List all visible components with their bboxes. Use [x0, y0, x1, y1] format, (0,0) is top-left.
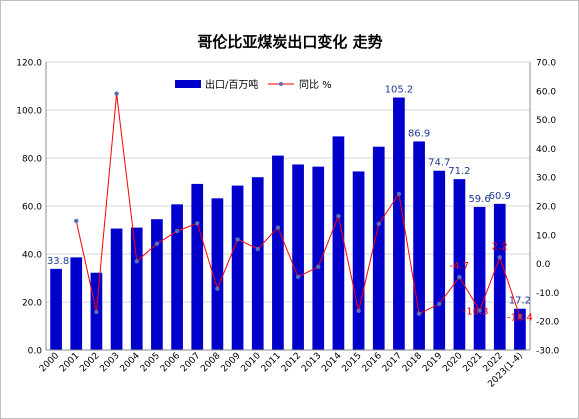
bar [473, 206, 486, 350]
y-right-tick-label: 50.0 [536, 116, 556, 126]
data-label: 2.2 [492, 241, 508, 252]
bar [211, 198, 224, 350]
bar [332, 136, 345, 350]
bar [372, 146, 385, 350]
data-label: 86.9 [408, 128, 430, 139]
line-point [275, 225, 281, 230]
line-point [74, 218, 79, 224]
bar [272, 155, 284, 350]
data-label: 17.2 [509, 296, 531, 307]
line-point [255, 246, 260, 252]
y-right-tick-label: 70.0 [536, 59, 556, 69]
data-label: 33.8 [47, 256, 69, 267]
y-right-tick-label: 0.0 [536, 260, 551, 270]
bar [433, 170, 446, 350]
bar [352, 171, 365, 350]
data-label: -4.7 [450, 261, 470, 272]
bar [130, 227, 143, 350]
line-point [416, 311, 422, 316]
bar-series [50, 97, 526, 351]
y-right-tick-label: 60.0 [536, 87, 556, 97]
bar [453, 179, 466, 350]
bar [493, 203, 506, 350]
data-label: 60.9 [489, 191, 511, 202]
y-right-tick-label: 20.0 [536, 203, 556, 213]
bar [171, 204, 183, 350]
data-label: -18.4 [507, 313, 533, 324]
data-label: -16.3 [463, 307, 489, 318]
y-right-tick-label: -30.0 [536, 347, 560, 357]
bar [393, 97, 405, 351]
line-point [174, 228, 180, 234]
bar [151, 219, 163, 350]
data-label: 74.7 [428, 158, 450, 169]
bar [413, 141, 425, 350]
data-label: 71.2 [448, 166, 470, 177]
line-point [457, 274, 462, 280]
line-point [517, 314, 523, 319]
line-point [437, 301, 442, 307]
data-labels: 33.8 105.2 86.9 74.771.2 59.660.9 17.2 -4.7 -16… [47, 85, 533, 324]
line-point [235, 237, 240, 242]
legend-bar-label: 出口/百万吨 [205, 78, 258, 91]
line-point [215, 286, 220, 291]
legend-line-label: 同比 % [299, 79, 332, 91]
y-right-tick-label: -20.0 [536, 318, 560, 328]
legend: 出口/百万吨 同比 % [175, 78, 332, 91]
y-right-tick-label: 40.0 [536, 145, 556, 155]
line-point [316, 264, 321, 269]
y-left-tick-label: 40.0 [22, 251, 42, 261]
bar [231, 185, 244, 350]
y-left-tick-label: 20.0 [22, 299, 42, 309]
bar [514, 308, 526, 350]
y-left-tick-label: 0.0 [28, 347, 43, 357]
data-label: 59.6 [468, 194, 490, 205]
y-right-tick-label: 30.0 [536, 174, 556, 184]
bar [70, 257, 83, 350]
line-point [195, 221, 200, 226]
bar [191, 183, 204, 350]
line-point [336, 213, 341, 219]
bar [292, 164, 304, 350]
line-point [396, 191, 402, 197]
data-label: 105.2 [385, 85, 414, 96]
y-right-tick-label: -10.0 [536, 289, 560, 299]
line-point [497, 255, 502, 260]
y-left-tick-label: 100.0 [16, 107, 42, 117]
bar [50, 268, 62, 350]
line-point [477, 308, 482, 313]
y-left-tick-label: 60.0 [22, 203, 42, 213]
y-left-tick-label: 80.0 [22, 155, 42, 165]
legend-line-marker [279, 82, 283, 86]
bar [251, 177, 264, 350]
line-point [154, 241, 160, 246]
line-point [114, 91, 119, 96]
line-series [74, 91, 523, 319]
line-point [376, 221, 381, 227]
y-left-tick-label: 120.0 [16, 59, 42, 69]
y-right-tick-label: 10.0 [536, 231, 556, 241]
line-point [94, 309, 99, 315]
line-point [295, 274, 301, 280]
line-point [134, 259, 139, 264]
bar [110, 228, 123, 350]
line-point [356, 308, 361, 314]
bar [312, 166, 325, 350]
legend-bar-swatch [175, 80, 201, 88]
chart-title: 哥伦比亚煤炭出口变化 走势 [197, 33, 382, 51]
